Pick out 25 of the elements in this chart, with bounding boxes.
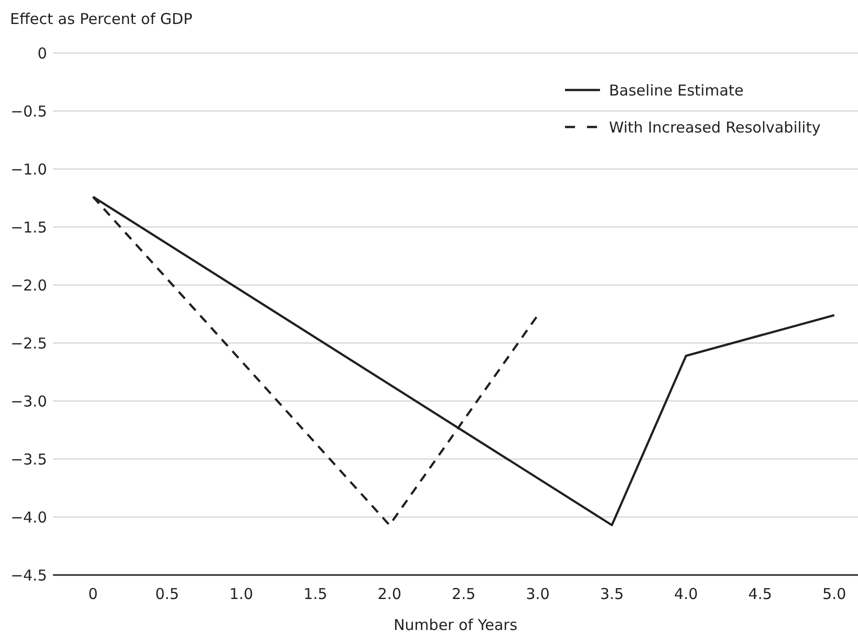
y-tick-label: −3.0 — [10, 392, 47, 410]
y-tick-label: 0 — [37, 44, 47, 62]
x-tick-label: 4.0 — [674, 585, 698, 603]
x-tick-label: 4.5 — [748, 585, 772, 603]
x-tick-label: 2.5 — [452, 585, 476, 603]
legend-label: Baseline Estimate — [609, 81, 744, 100]
legend-label: With Increased Resolvability — [609, 118, 821, 136]
x-tick-label: 0.5 — [155, 585, 180, 603]
y-tick-label: −1.0 — [10, 160, 47, 178]
y-tick-label: −0.5 — [10, 102, 47, 120]
y-tick-label: −3.5 — [10, 450, 47, 468]
x-tick-label: 3.0 — [526, 585, 550, 603]
y-axis-title: Effect as Percent of GDP — [10, 10, 192, 28]
x-axis-title: Number of Years — [394, 616, 518, 634]
x-tick-label: 5.0 — [822, 585, 846, 603]
x-tick-label: 3.5 — [600, 585, 624, 603]
y-tick-label: −4.0 — [10, 508, 47, 526]
y-tick-label: −2.5 — [10, 334, 47, 352]
x-tick-label: 1.5 — [303, 585, 328, 603]
y-tick-label: −2.0 — [10, 276, 47, 294]
y-tick-label: −1.5 — [10, 218, 47, 236]
x-tick-label: 0 — [88, 585, 98, 603]
x-tick-label: 2.0 — [378, 585, 402, 603]
x-tick-label: 1.0 — [229, 585, 254, 603]
y-tick-label: −4.5 — [10, 566, 47, 584]
